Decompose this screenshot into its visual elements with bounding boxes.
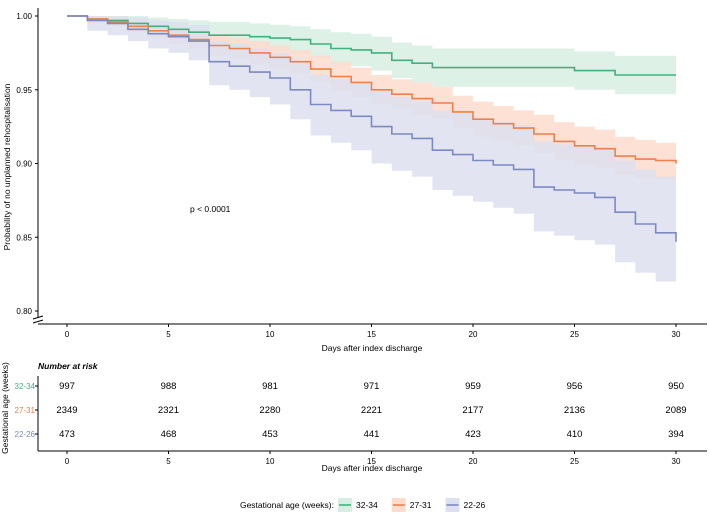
x-tick-label: 20 <box>469 330 478 339</box>
x-axis-ticks: 0 5 10 15 20 25 30 <box>65 324 681 339</box>
legend-entry-27-31: 27-31 <box>410 500 432 510</box>
x-tick-label: 25 <box>570 330 579 339</box>
risk-table-xlabel: Days after index discharge <box>322 463 423 473</box>
y-axis-ticks: 0.80 0.85 0.90 0.95 1.00 <box>16 12 38 316</box>
y-axis-label: Probability of no unplanned rehospitalis… <box>2 83 12 250</box>
survival-plot: 0.80 0.85 0.90 0.95 1.00 0 5 10 15 20 25 30 Probab… <box>2 8 707 353</box>
risk-count: 410 <box>567 429 583 440</box>
risk-table-rows: 32-34 997 988 981 971 959 956 950 27-31 2349 2321 2… <box>15 381 687 440</box>
risk-table-ylabel: Gestational age (weeks) <box>0 362 10 454</box>
legend: Gestational age (weeks): 32-34 27-31 22-26 <box>240 498 486 512</box>
risk-count: 981 <box>262 381 278 392</box>
p-value-annotation: p < 0.0001 <box>190 204 231 214</box>
risk-count: 956 <box>567 381 583 392</box>
risk-x-tick-label: 5 <box>166 457 171 466</box>
risk-count: 959 <box>465 381 481 392</box>
risk-count: 971 <box>364 381 380 392</box>
risk-row-label-27-31: 27-31 <box>15 406 36 415</box>
survival-curve-22-26 <box>67 15 677 242</box>
risk-count: 2221 <box>361 405 382 416</box>
axis-break-mark <box>32 315 44 324</box>
survival-curves <box>67 15 677 242</box>
risk-x-tick-label: 0 <box>65 457 70 466</box>
ci-band-22-26 <box>67 16 676 291</box>
legend-entry-32-34: 32-34 <box>356 500 378 510</box>
risk-x-tick-label: 25 <box>570 457 579 466</box>
x-tick-label: 0 <box>65 330 70 339</box>
x-axis-label: Days after index discharge <box>322 343 423 353</box>
risk-x-tick-label: 10 <box>266 457 275 466</box>
y-tick-label: 0.80 <box>16 307 32 316</box>
x-tick-label: 15 <box>367 330 376 339</box>
risk-row-label-32-34: 32-34 <box>15 382 36 391</box>
y-tick-label: 1.00 <box>16 12 32 21</box>
risk-count: 2177 <box>462 405 483 416</box>
risk-count: 988 <box>161 381 177 392</box>
survival-curve-32-34 <box>67 15 676 76</box>
x-tick-label: 5 <box>166 330 171 339</box>
risk-count: 950 <box>668 381 684 392</box>
risk-count: 423 <box>465 429 481 440</box>
legend-entry-22-26: 22-26 <box>464 500 486 510</box>
risk-x-tick-label: 15 <box>367 457 376 466</box>
risk-count: 453 <box>262 429 278 440</box>
risk-count: 2089 <box>665 405 686 416</box>
y-tick-label: 0.85 <box>16 233 32 242</box>
y-tick-label: 0.95 <box>16 86 32 95</box>
risk-table-x-ticks: 0 5 10 15 20 25 30 <box>65 451 681 466</box>
risk-count: 2349 <box>56 405 77 416</box>
x-tick-label: 10 <box>266 330 275 339</box>
x-tick-label: 30 <box>672 330 681 339</box>
risk-count: 468 <box>161 429 177 440</box>
legend-title: Gestational age (weeks): <box>240 500 334 510</box>
risk-x-tick-label: 30 <box>672 457 681 466</box>
risk-count: 2136 <box>564 405 585 416</box>
risk-count: 441 <box>364 429 380 440</box>
confidence-bands <box>67 16 676 291</box>
risk-table-title: Number at risk <box>38 361 99 371</box>
y-tick-label: 0.90 <box>16 160 32 169</box>
risk-count: 2280 <box>259 405 280 416</box>
risk-count: 2321 <box>158 405 179 416</box>
risk-table: Number at risk Gestational age (weeks) 3… <box>0 361 707 473</box>
risk-count: 473 <box>59 429 75 440</box>
risk-x-tick-label: 20 <box>469 457 478 466</box>
risk-row-label-22-26: 22-26 <box>15 430 36 439</box>
risk-count: 394 <box>668 429 684 440</box>
risk-count: 997 <box>59 381 75 392</box>
